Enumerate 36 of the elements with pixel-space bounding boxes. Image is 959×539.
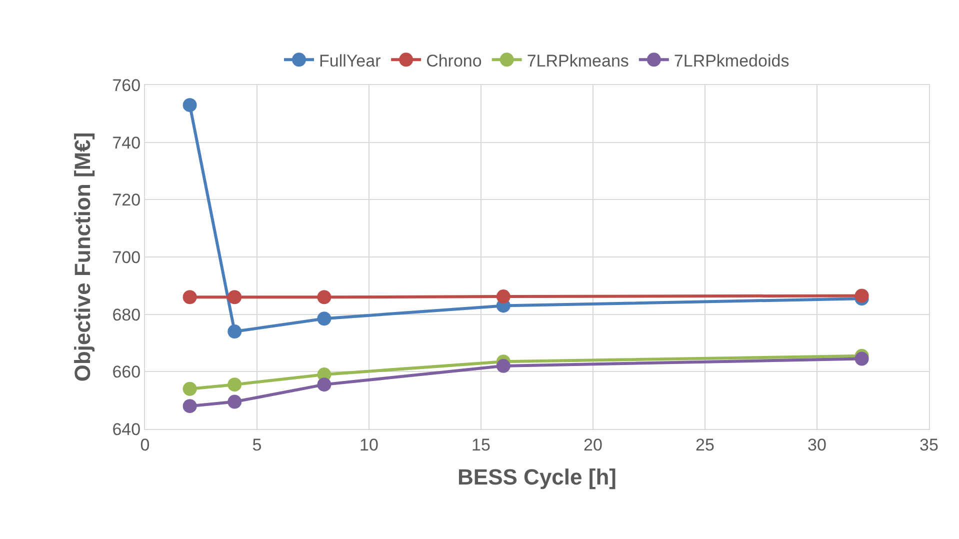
point	[228, 394, 242, 409]
x-axis-title: BESS Cycle [h]	[458, 464, 616, 490]
point	[496, 358, 510, 373]
point	[228, 324, 242, 339]
point	[228, 290, 242, 304]
y-tick-label: 760	[112, 76, 141, 95]
point	[182, 98, 197, 112]
point	[182, 382, 197, 396]
x-tick-label: 15	[472, 435, 490, 454]
point	[317, 378, 332, 392]
x-tick-label: 20	[584, 435, 602, 454]
x-tick-label: 35	[920, 435, 938, 454]
x-tick-label: 10	[360, 435, 378, 454]
point	[182, 290, 197, 304]
y-tick-label: 660	[112, 362, 141, 382]
point	[182, 399, 197, 414]
point	[317, 312, 332, 326]
x-tick-label: 0	[140, 435, 150, 454]
point	[496, 290, 510, 304]
legend-label: 7LRPkmedoids	[674, 51, 790, 70]
y-tick-label: 680	[112, 305, 141, 324]
y-tick-label: 720	[112, 190, 141, 210]
y-tick-label: 640	[112, 420, 141, 439]
x-tick-label: 25	[696, 435, 714, 454]
x-tick-label: 5	[252, 435, 262, 454]
y-axis-title: Objective Function [M€]	[70, 132, 96, 382]
point	[854, 288, 869, 303]
legend-label: Chrono	[426, 51, 482, 70]
y-tick-label: 740	[112, 133, 141, 152]
x-tick-label: 30	[808, 435, 826, 454]
point	[317, 290, 332, 304]
legend-label: FullYear	[319, 51, 382, 70]
y-tick-label: 700	[112, 248, 141, 267]
point	[228, 378, 242, 392]
legend-label: 7LRPkmeans	[526, 51, 629, 70]
point	[854, 352, 869, 366]
